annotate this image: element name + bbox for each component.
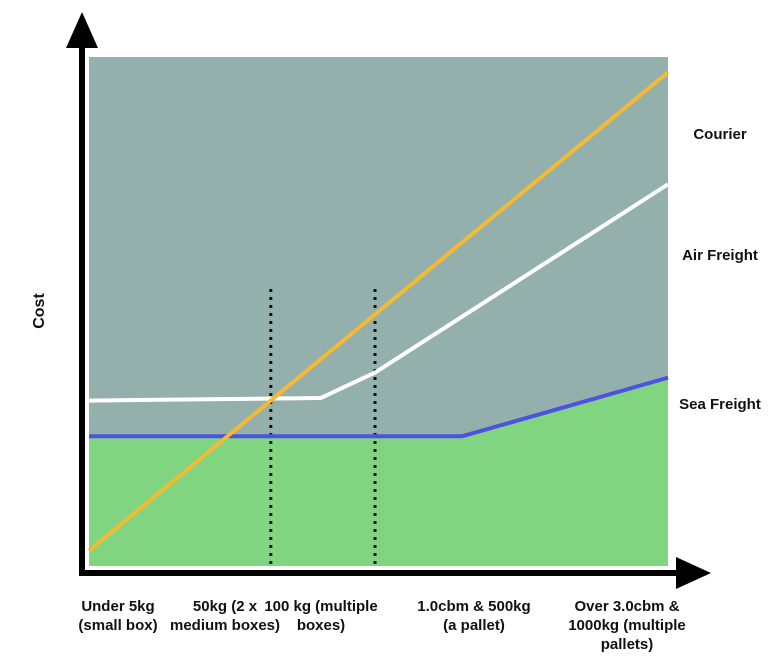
x-tick-label-5: Over 3.0cbm & 1000kg (multiple pallets): [568, 598, 686, 653]
x-tick-label-3: 100 kg (multiple boxes): [264, 598, 377, 634]
courier-line: [87, 70, 670, 553]
sea-freight-line: [89, 375, 669, 439]
x-tick-label-4: 1.0cbm & 500kg (a pallet): [417, 598, 530, 634]
x-axis-arrowhead: [676, 557, 711, 589]
x-tick-label-1: Under 5kg (small box): [78, 598, 157, 634]
y-axis-arrowhead: [66, 12, 98, 48]
y-axis-label: Cost: [31, 293, 48, 329]
legend-label-courier: Courier: [693, 126, 747, 143]
legend-label-air-freight: Air Freight: [682, 247, 758, 264]
air-freight-line: [88, 182, 670, 403]
legend-label-sea-freight: Sea Freight: [679, 396, 761, 413]
x-tick-label-2: 50kg (2 x medium boxes): [170, 598, 280, 634]
sea-freight-region: [89, 377, 668, 566]
